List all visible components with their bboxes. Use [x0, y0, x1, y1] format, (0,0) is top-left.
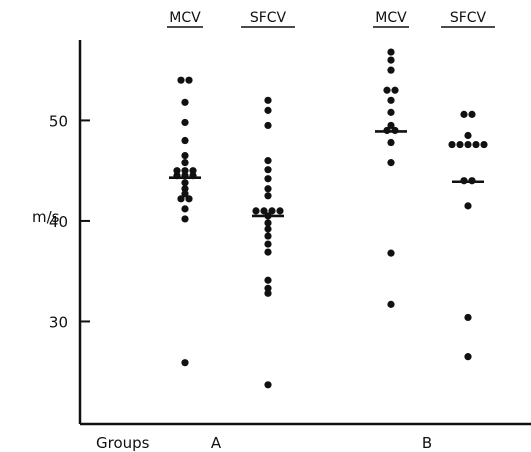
data-point — [185, 195, 193, 203]
data-point — [181, 98, 189, 106]
data-point — [181, 185, 189, 193]
data-point — [181, 359, 189, 367]
data-point — [264, 276, 272, 284]
data-point — [181, 159, 189, 167]
data-point — [464, 131, 472, 140]
data-point — [387, 56, 395, 64]
data-point — [181, 136, 189, 145]
data-point — [387, 66, 395, 74]
group-label-b: B — [422, 434, 432, 452]
data-point — [181, 190, 189, 198]
data-point — [173, 167, 181, 175]
data-point — [387, 48, 395, 56]
data-point — [387, 96, 395, 104]
data-point — [264, 121, 272, 130]
data-point — [264, 185, 272, 193]
series-header-mcv: MCV — [375, 10, 407, 26]
data-point — [185, 76, 193, 84]
data-point — [464, 313, 472, 322]
y-tick-label: 30 — [49, 313, 68, 331]
data-point — [181, 215, 189, 223]
y-axis-label: m/s — [32, 208, 60, 226]
data-point — [391, 86, 399, 94]
data-point — [268, 207, 276, 215]
data-point — [264, 381, 272, 389]
data-point — [387, 138, 395, 147]
data-point — [456, 140, 464, 149]
series-header-sfcv: SFCV — [250, 10, 287, 26]
data-point — [276, 207, 284, 215]
data-point — [464, 140, 472, 149]
data-point — [264, 240, 272, 248]
mean-lines — [169, 130, 484, 218]
data-point — [264, 232, 272, 240]
data-point — [189, 167, 197, 175]
series-headers: MCV SFCV MCV SFCV — [167, 10, 495, 28]
data-point — [264, 96, 272, 104]
data-point — [264, 219, 272, 227]
data-point — [264, 106, 272, 114]
data-point — [264, 175, 272, 183]
data-point — [264, 166, 272, 174]
data-point — [177, 76, 185, 84]
y-tick-label: 40 — [49, 213, 68, 231]
group-label-a: A — [211, 434, 222, 452]
data-point — [464, 202, 472, 210]
data-point — [383, 86, 391, 94]
data-point — [264, 157, 272, 165]
data-point — [264, 289, 272, 297]
data-point — [264, 225, 272, 233]
data-point — [448, 140, 456, 149]
data-point — [387, 249, 395, 257]
data-point — [468, 110, 476, 118]
data-point — [181, 179, 189, 187]
y-tick-label: 50 — [49, 112, 68, 130]
data-point — [181, 152, 189, 160]
data-point — [464, 353, 472, 361]
series-header-sfcv: SFCV — [450, 10, 487, 26]
data-point — [387, 121, 395, 130]
series-header-mcv: MCV — [169, 10, 201, 26]
data-point — [264, 192, 272, 200]
data-point — [177, 195, 185, 203]
data-point — [387, 108, 395, 116]
data-point — [460, 110, 468, 118]
data-point — [480, 140, 488, 149]
data-point — [260, 207, 268, 215]
data-point — [387, 159, 395, 167]
data-point — [387, 300, 395, 308]
data-point — [181, 118, 189, 127]
data-points — [173, 48, 488, 389]
data-point — [181, 167, 189, 175]
data-point — [264, 284, 272, 292]
data-point — [472, 140, 480, 149]
y-ticks: 30 40 50 — [49, 112, 90, 331]
data-point — [252, 207, 260, 215]
data-point — [181, 205, 189, 213]
x-axis-label: Groups — [96, 434, 150, 452]
axes — [78, 40, 531, 426]
data-point — [264, 248, 272, 256]
